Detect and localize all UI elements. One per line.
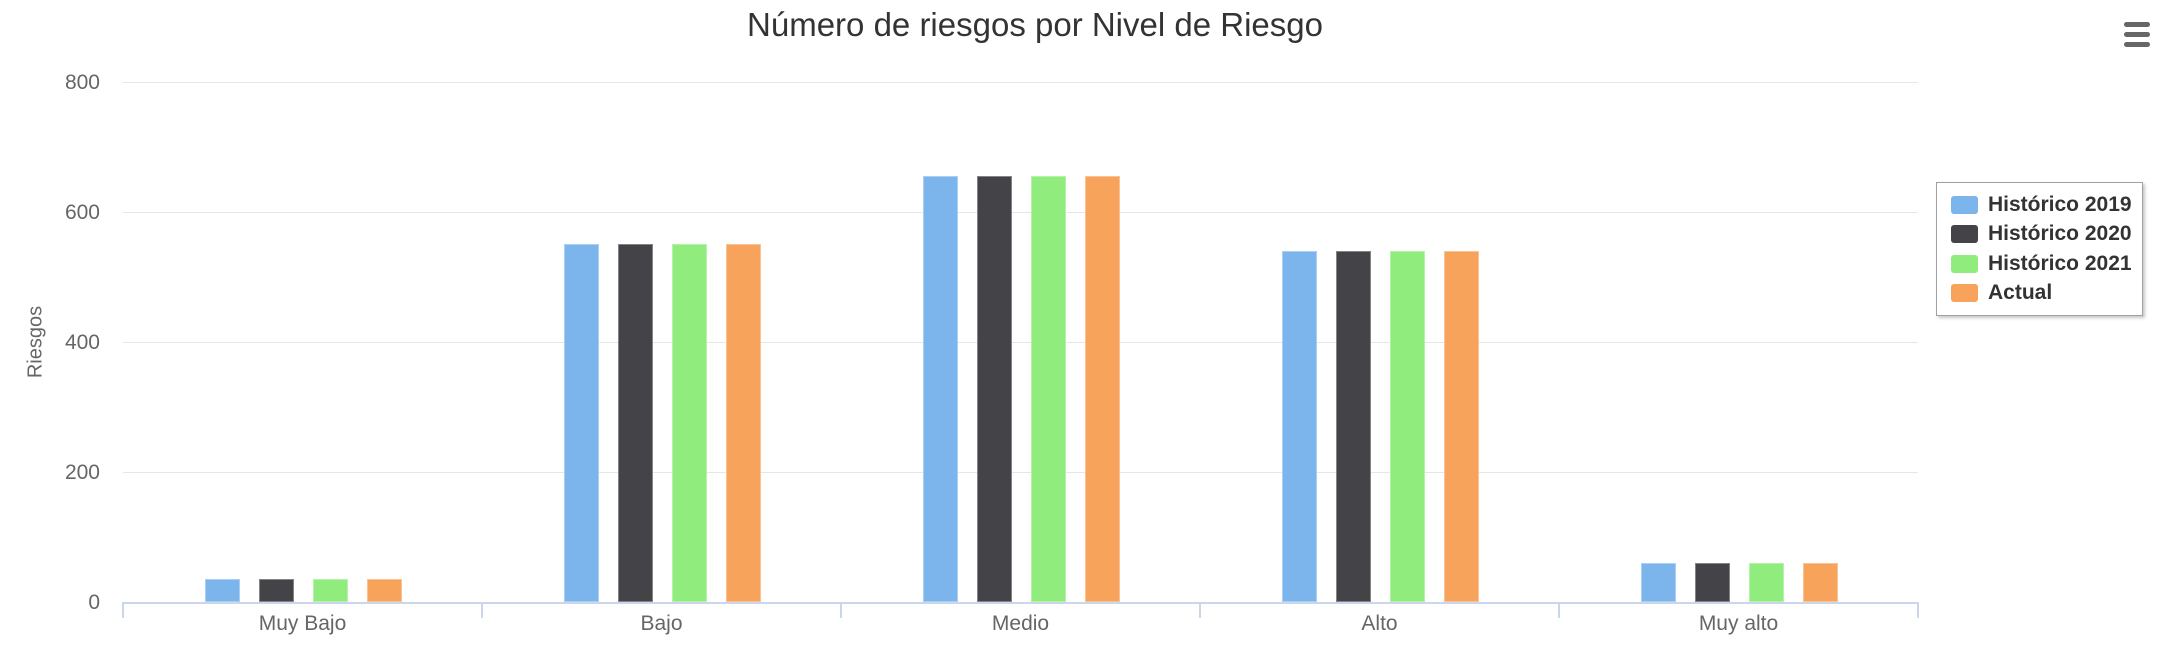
legend-item-label: Histórico 2019 [1988,192,2132,216]
hamburger-icon [2124,41,2150,47]
column-bar-histórico-2019-bajo[interactable] [564,244,599,602]
y-gridline [123,472,1918,473]
legend-item-histórico-2020[interactable]: Histórico 2020 [1951,220,2142,250]
column-bar-histórico-2021-bajo[interactable] [672,244,707,602]
x-axis-tick [840,602,842,618]
y-gridline [123,342,1918,343]
column-bar-histórico-2020-muy-bajo[interactable] [259,579,294,602]
legend-item-label: Histórico 2020 [1988,222,2132,246]
x-axis-line [123,602,1918,604]
x-axis-category-label: Alto [1361,612,1398,635]
x-axis-category-label: Muy Bajo [258,612,347,635]
column-bar-histórico-2019-medio[interactable] [923,176,958,602]
column-bar-histórico-2019-alto[interactable] [1282,251,1317,602]
legend-item-label: Histórico 2021 [1988,251,2132,275]
x-axis-tick [1917,602,1919,618]
x-axis-tick [1199,602,1201,618]
column-bar-histórico-2020-medio[interactable] [977,176,1012,602]
y-axis-tick-label: 600 [64,201,100,224]
legend-swatch-icon [1951,225,1978,244]
column-bar-actual-muy-alto[interactable] [1803,563,1838,602]
chart-title: Número de riesgos por Nivel de Riesgo [747,6,1323,43]
x-axis-tick [1558,602,1560,618]
column-bar-histórico-2019-muy-alto[interactable] [1641,563,1676,602]
y-gridline [123,82,1918,83]
legend-swatch-icon [1951,254,1978,273]
legend-swatch-icon [1951,284,1978,303]
x-axis-category-label: Medio [991,612,1050,635]
legend-item-histórico-2019[interactable]: Histórico 2019 [1951,190,2142,220]
column-bar-histórico-2021-muy-alto[interactable] [1749,563,1784,602]
column-bar-actual-muy-bajo[interactable] [367,579,402,602]
legend-item-histórico-2021[interactable]: Histórico 2021 [1951,249,2142,279]
x-axis-category-label: Muy alto [1698,612,1779,635]
column-bar-histórico-2021-muy-bajo[interactable] [313,579,348,602]
column-bar-histórico-2020-muy-alto[interactable] [1695,563,1730,602]
column-bar-histórico-2020-bajo[interactable] [618,244,653,602]
hamburger-icon [2124,31,2150,37]
y-axis-tick-label: 200 [64,461,100,484]
legend-swatch-icon [1951,195,1978,214]
y-axis-tick-label: 0 [88,591,100,614]
plot-area [122,82,1919,618]
x-axis-category-label: Bajo [640,612,683,635]
column-bar-actual-medio[interactable] [1085,176,1120,602]
legend-item-label: Actual [1988,281,2053,305]
chart-menu-button[interactable] [2124,16,2158,52]
column-bar-histórico-2019-muy-bajo[interactable] [205,579,240,602]
column-bar-actual-bajo[interactable] [726,244,761,602]
legend-item-actual[interactable]: Actual [1951,279,2142,309]
legend: Histórico 2019 Histórico 2020 Histórico 20… [1936,182,2143,316]
hamburger-icon [2124,21,2150,27]
x-axis-tick [481,602,483,618]
x-axis-tick [122,602,124,618]
column-bar-actual-alto[interactable] [1444,251,1479,602]
column-bar-histórico-2021-alto[interactable] [1390,251,1425,602]
column-bar-histórico-2020-alto[interactable] [1336,251,1371,602]
column-bar-histórico-2021-medio[interactable] [1031,176,1066,602]
y-gridline [123,212,1918,213]
y-axis-tick-label: 400 [64,331,100,354]
y-axis-tick-label: 800 [64,71,100,94]
